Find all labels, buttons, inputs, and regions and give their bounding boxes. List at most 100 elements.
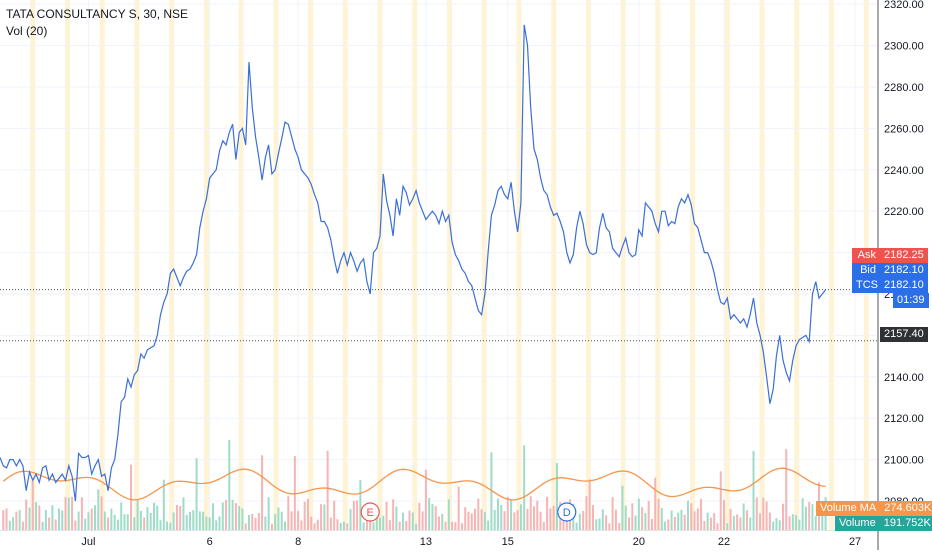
volume-bar (647, 500, 650, 530)
time-tick-label: 8 (295, 536, 301, 548)
volume-bar (434, 506, 437, 530)
volume-bar (618, 523, 621, 530)
volume-bar (123, 514, 126, 530)
session-band (481, 0, 487, 530)
volume-bar (814, 516, 817, 530)
price-series-line (0, 24, 827, 502)
volume-bar (87, 512, 90, 530)
volume-bar (284, 521, 287, 530)
volume-bar (116, 519, 119, 530)
dividend-marker-circle (557, 502, 577, 522)
price-tick-label: 2260.00 (884, 123, 924, 135)
volume-bar (650, 519, 653, 530)
time-tick-label: 13 (420, 536, 432, 548)
volume-ma-line (2, 467, 826, 501)
volume-bar (94, 505, 97, 530)
volume-bar (673, 516, 676, 530)
volume-indicator-label[interactable]: Vol (20) (6, 24, 48, 38)
volume-bar (575, 522, 578, 530)
volume-bar (703, 521, 706, 530)
volume-bar (218, 516, 221, 530)
volume-bar (71, 496, 74, 530)
earnings-event-marker[interactable]: E (360, 502, 380, 522)
price-tick-label: 2120.00 (884, 413, 924, 425)
volume-bar (529, 496, 532, 530)
earnings-marker-circle (360, 502, 380, 522)
bid-tag: Bid 2182.10 (852, 263, 928, 278)
symbol-title[interactable]: TATA CONSULTANCY S, 30, NSE (6, 7, 189, 21)
volume-bar (804, 506, 807, 530)
volume-bar (759, 513, 762, 530)
volume-bar (765, 501, 768, 530)
volume-bar (555, 463, 558, 530)
volume-bar (35, 502, 38, 530)
volume-bar (392, 499, 395, 530)
volume-bar (667, 519, 670, 530)
volume-bar (41, 521, 44, 530)
volume-bar (405, 520, 408, 530)
volume-bar (349, 508, 352, 530)
volume-bar (247, 514, 250, 530)
volume-bar (415, 523, 418, 530)
volume-bar (169, 522, 172, 530)
volume-bar (441, 513, 444, 530)
volume-bar (21, 521, 24, 530)
volume-bar (365, 516, 368, 530)
volume-bar (487, 520, 490, 530)
volume-bar (231, 499, 234, 530)
volume-bar (264, 516, 267, 530)
volume-bar (280, 511, 283, 530)
volume-bar (519, 504, 522, 530)
volume-bar (238, 506, 241, 530)
volume-bar (686, 500, 689, 530)
volume-bar (428, 497, 431, 530)
volume-bar (700, 498, 703, 530)
session-band (30, 0, 36, 530)
price-tick-label: 2320.00 (884, 0, 924, 11)
volume-bar (772, 521, 775, 530)
session-band (238, 0, 244, 530)
volume-bar (457, 486, 460, 530)
volume-bar (297, 510, 300, 530)
ask-value: 2182.25 (880, 248, 928, 263)
volume-bar (631, 503, 634, 530)
volume-bar (637, 498, 640, 530)
volume-bar (110, 508, 113, 530)
session-band (585, 0, 591, 530)
volume-bar (798, 519, 801, 530)
volume-bar (480, 509, 483, 530)
volume-bar (739, 517, 742, 530)
volume-bar (388, 520, 391, 530)
volume-bar (801, 498, 804, 530)
session-band (655, 0, 661, 530)
volume-bar (693, 511, 696, 530)
volume-bar (598, 518, 601, 530)
volume-bar (526, 508, 529, 530)
volume-bar (749, 517, 752, 530)
volume-bar (506, 496, 509, 530)
volume-bar (585, 496, 588, 530)
volume-bar (510, 499, 513, 530)
volume-bar (729, 508, 732, 530)
volume-bar (605, 515, 608, 530)
volume-bar (257, 512, 260, 530)
volume-bar (185, 514, 188, 530)
volume-bar (316, 519, 319, 530)
volume-bar (611, 497, 614, 530)
volume-bar (333, 500, 336, 530)
ask-label: Ask (852, 248, 880, 263)
volume-bar (356, 500, 359, 530)
volume-bar (539, 511, 542, 530)
volume-bar (379, 517, 382, 530)
time-tick-label: 22 (718, 536, 730, 548)
dividend-event-marker[interactable]: D (557, 502, 577, 522)
volume-bar (781, 503, 784, 530)
volume-bar (549, 508, 552, 530)
volume-bar (2, 510, 5, 530)
volume-bar (48, 517, 51, 530)
session-band (99, 0, 105, 530)
volume-bar (152, 502, 155, 530)
time-tick-label: 27 (849, 536, 861, 548)
